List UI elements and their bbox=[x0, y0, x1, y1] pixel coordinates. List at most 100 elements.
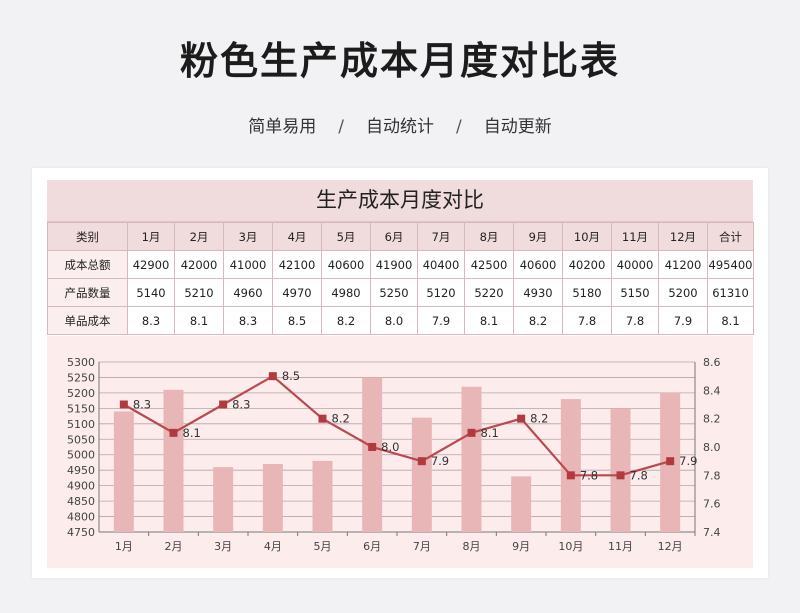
y-tick-label: 4950 bbox=[67, 464, 95, 477]
x-tick-label: 4月 bbox=[264, 540, 282, 553]
table-cell[interactable]: 42900 bbox=[127, 250, 175, 279]
table-cell[interactable]: 41000 bbox=[223, 250, 273, 279]
y2-tick-label: 7.4 bbox=[703, 526, 721, 539]
table-cell[interactable]: 4960 bbox=[223, 278, 273, 307]
row-label[interactable]: 成本总额 bbox=[47, 250, 128, 279]
header-cell[interactable]: 2月 bbox=[174, 222, 224, 251]
line-marker bbox=[318, 414, 327, 423]
table-cell[interactable]: 41200 bbox=[658, 250, 708, 279]
data-label: 8.2 bbox=[530, 412, 548, 426]
table-cell[interactable]: 8.1 bbox=[707, 306, 754, 335]
data-label: 8.5 bbox=[282, 369, 300, 383]
data-label: 7.9 bbox=[431, 454, 449, 468]
y2-tick-label: 8.4 bbox=[703, 384, 721, 397]
table-cell[interactable]: 8.1 bbox=[464, 306, 514, 335]
table-cell[interactable]: 5140 bbox=[127, 278, 175, 307]
bar bbox=[213, 467, 234, 532]
x-tick-label: 3月 bbox=[214, 540, 232, 553]
table-cell[interactable]: 7.9 bbox=[417, 306, 465, 335]
x-tick-label: 9月 bbox=[512, 540, 530, 553]
table-cell[interactable]: 7.8 bbox=[562, 306, 612, 335]
y-tick-label: 5200 bbox=[67, 387, 95, 400]
table-cell[interactable]: 5150 bbox=[611, 278, 659, 307]
table-cell[interactable]: 40400 bbox=[417, 250, 465, 279]
bar bbox=[262, 464, 283, 532]
line-marker bbox=[169, 428, 178, 437]
tag-separator: / bbox=[456, 117, 462, 137]
table-cell[interactable]: 42500 bbox=[464, 250, 514, 279]
table-cell[interactable]: 7.9 bbox=[658, 306, 708, 335]
header-cell[interactable]: 12月 bbox=[658, 222, 708, 251]
header-cell[interactable]: 3月 bbox=[223, 222, 273, 251]
table-cell[interactable]: 42000 bbox=[174, 250, 224, 279]
header-cell[interactable]: 9月 bbox=[513, 222, 563, 251]
x-tick-label: 1月 bbox=[115, 540, 133, 553]
header-cell[interactable]: 4月 bbox=[272, 222, 322, 251]
line-marker bbox=[566, 471, 575, 480]
bar bbox=[312, 460, 333, 532]
table-cell[interactable]: 495400 bbox=[707, 250, 754, 279]
table-cell[interactable]: 4970 bbox=[272, 278, 322, 307]
tag-auto-update: 自动更新 bbox=[483, 117, 552, 137]
table-cell[interactable]: 40600 bbox=[321, 250, 371, 279]
y-tick-label: 5250 bbox=[67, 371, 95, 384]
row-label[interactable]: 单品成本 bbox=[47, 306, 128, 335]
table-cell[interactable]: 8.2 bbox=[321, 306, 371, 335]
x-tick-label: 2月 bbox=[165, 540, 183, 553]
table-cell[interactable]: 4980 bbox=[321, 278, 371, 307]
x-tick-label: 8月 bbox=[463, 540, 481, 553]
table-cell[interactable]: 5250 bbox=[370, 278, 418, 307]
page-title: 粉色生产成本月度对比表 bbox=[179, 39, 620, 83]
header-cell[interactable]: 1月 bbox=[127, 222, 175, 251]
table-cell[interactable]: 5200 bbox=[658, 278, 708, 307]
x-tick-label: 10月 bbox=[558, 540, 583, 553]
table-cell[interactable]: 5120 bbox=[417, 278, 465, 307]
data-label: 7.9 bbox=[679, 454, 697, 468]
header-cell[interactable]: 11月 bbox=[611, 222, 659, 251]
y-tick-label: 5100 bbox=[67, 418, 95, 431]
table-cell[interactable]: 8.3 bbox=[223, 306, 273, 335]
table-cell[interactable]: 8.2 bbox=[513, 306, 563, 335]
table-cell[interactable]: 5210 bbox=[174, 278, 224, 307]
table-cell[interactable]: 4930 bbox=[513, 278, 563, 307]
table-cell[interactable]: 61310 bbox=[707, 278, 754, 307]
table-cell[interactable]: 40600 bbox=[513, 250, 563, 279]
header-cell[interactable]: 合计 bbox=[707, 222, 754, 251]
tagline: 简单易用 / 自动统计 / 自动更新 bbox=[0, 112, 800, 137]
table-cell[interactable]: 41900 bbox=[370, 250, 418, 279]
bar bbox=[411, 417, 432, 532]
header-cell[interactable]: 8月 bbox=[464, 222, 514, 251]
bar bbox=[163, 389, 184, 532]
header-cell[interactable]: 5月 bbox=[321, 222, 371, 251]
cost-table: 类别 1月 2月 3月 4月 5月 6月 7月 8月 9月 10月 11月 12… bbox=[47, 222, 754, 335]
table-cell[interactable]: 40000 bbox=[611, 250, 659, 279]
table-cell[interactable]: 40200 bbox=[562, 250, 612, 279]
table-cell[interactable]: 5220 bbox=[464, 278, 514, 307]
header-cell[interactable]: 类别 bbox=[47, 222, 128, 251]
line-marker bbox=[268, 372, 277, 381]
header-cell[interactable]: 6月 bbox=[370, 222, 418, 251]
bar bbox=[113, 411, 134, 532]
data-label: 8.2 bbox=[332, 412, 350, 426]
table-cell[interactable]: 8.1 bbox=[174, 306, 224, 335]
line-marker bbox=[517, 414, 526, 423]
header-cell[interactable]: 10月 bbox=[562, 222, 612, 251]
table-cell[interactable]: 8.3 bbox=[127, 306, 175, 335]
bar bbox=[610, 408, 631, 532]
data-label: 7.8 bbox=[580, 468, 598, 482]
table-cell[interactable]: 7.8 bbox=[611, 306, 659, 335]
table-cell[interactable]: 8.5 bbox=[272, 306, 322, 335]
table-cell[interactable]: 42100 bbox=[272, 250, 322, 279]
x-tick-label: 6月 bbox=[363, 540, 381, 553]
header-cell[interactable]: 7月 bbox=[417, 222, 465, 251]
row-label[interactable]: 产品数量 bbox=[47, 278, 128, 307]
line-marker bbox=[616, 471, 625, 480]
y-tick-label: 4750 bbox=[67, 526, 95, 539]
x-tick-label: 5月 bbox=[314, 540, 332, 553]
table-cell[interactable]: 5180 bbox=[562, 278, 612, 307]
table-row-unit-cost: 单品成本 8.3 8.1 8.3 8.5 8.2 8.0 7.9 8.1 8.2… bbox=[47, 306, 754, 335]
y-tick-label: 5300 bbox=[67, 356, 95, 369]
table-row-total-cost: 成本总额 42900 42000 41000 42100 40600 41900… bbox=[47, 250, 754, 279]
table-cell[interactable]: 8.0 bbox=[370, 306, 418, 335]
bar bbox=[511, 476, 532, 532]
